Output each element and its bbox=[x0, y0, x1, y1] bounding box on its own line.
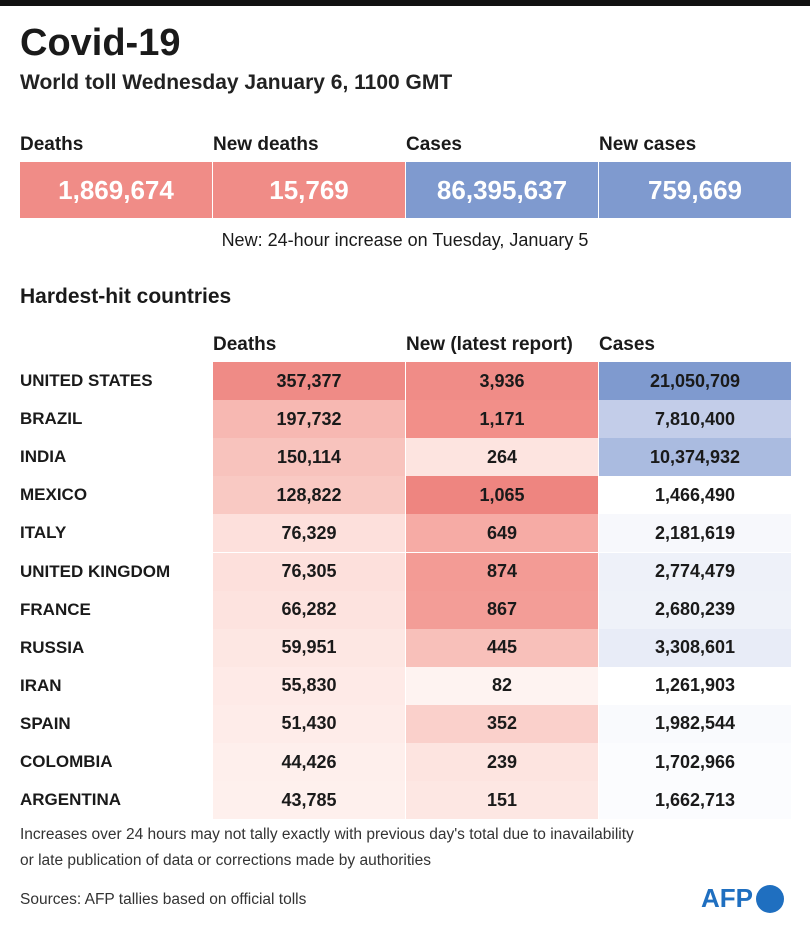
country-name: UNITED STATES bbox=[20, 371, 153, 391]
table-cell: 2,774,479 bbox=[599, 552, 791, 591]
summary-label: Cases bbox=[406, 134, 462, 155]
logo-dot bbox=[756, 884, 784, 913]
table-cell: 44,426 bbox=[213, 743, 405, 782]
summary-value: 86,395,637 bbox=[406, 162, 598, 218]
table-cell: 1,982,544 bbox=[599, 704, 791, 743]
title: Covid-19 bbox=[20, 22, 181, 64]
country-name: ITALY bbox=[20, 523, 67, 543]
table-cell: 445 bbox=[406, 628, 598, 667]
table-cell: 10,374,932 bbox=[599, 438, 791, 477]
country-name: FRANCE bbox=[20, 599, 91, 619]
table-cell: 649 bbox=[406, 514, 598, 553]
column-header: Deaths bbox=[213, 334, 277, 355]
summary-label: New deaths bbox=[213, 134, 319, 155]
table-cell: 1,065 bbox=[406, 476, 598, 515]
table-cell: 66,282 bbox=[213, 590, 405, 629]
table-cell: 76,329 bbox=[213, 514, 405, 553]
table-cell: 239 bbox=[406, 743, 598, 782]
summary-label: Deaths bbox=[20, 134, 84, 155]
summary-label: New cases bbox=[599, 134, 697, 155]
table-cell: 1,466,490 bbox=[599, 476, 791, 515]
country-name: BRAZIL bbox=[20, 409, 83, 429]
table-cell: 3,308,601 bbox=[599, 628, 791, 667]
table-cell: 197,732 bbox=[213, 400, 405, 439]
source: Sources: AFP tallies based on official t… bbox=[20, 891, 307, 908]
country-name: MEXICO bbox=[20, 485, 88, 505]
table-cell: 3,936 bbox=[406, 362, 598, 401]
table-cell: 867 bbox=[406, 590, 598, 629]
table-cell: 7,810,400 bbox=[599, 400, 791, 439]
table-cell: 2,181,619 bbox=[599, 514, 791, 553]
column-header: Cases bbox=[599, 334, 655, 355]
table-cell: 59,951 bbox=[213, 628, 405, 667]
table-title: Hardest-hit countries bbox=[20, 285, 232, 308]
logo: AFP bbox=[701, 883, 784, 914]
column-header: New (latest report) bbox=[406, 334, 573, 355]
table-cell: 76,305 bbox=[213, 552, 405, 591]
country-name: ARGENTINA bbox=[20, 790, 122, 810]
subtitle: World toll Wednesday January 6, 1100 GMT bbox=[20, 71, 453, 94]
country-name: UNITED KINGDOM bbox=[20, 561, 171, 581]
table-cell: 21,050,709 bbox=[599, 362, 791, 401]
summary-value: 759,669 bbox=[599, 162, 791, 218]
table-cell: 151 bbox=[406, 781, 598, 820]
summary-value: 1,869,674 bbox=[20, 162, 212, 218]
table-cell: 55,830 bbox=[213, 666, 405, 705]
summary-value: 15,769 bbox=[213, 162, 405, 218]
country-name: INDIA bbox=[20, 447, 67, 467]
table-cell: 1,702,966 bbox=[599, 743, 791, 782]
table-cell: 128,822 bbox=[213, 476, 405, 515]
table-cell: 264 bbox=[406, 438, 598, 477]
table-cell: 352 bbox=[406, 704, 598, 743]
summary-note: New: 24-hour increase on Tuesday, Januar… bbox=[221, 230, 589, 250]
country-name: SPAIN bbox=[20, 713, 71, 733]
table-cell: 2,680,239 bbox=[599, 590, 791, 629]
table-cell: 874 bbox=[406, 552, 598, 591]
top-bar bbox=[0, 0, 810, 6]
footnote: Increases over 24 hours may not tally ex… bbox=[20, 826, 634, 843]
table-cell: 1,171 bbox=[406, 400, 598, 439]
table-cell: 150,114 bbox=[213, 438, 405, 477]
table-cell: 1,662,713 bbox=[599, 781, 791, 820]
table-cell: 1,261,903 bbox=[599, 666, 791, 705]
country-name: COLOMBIA bbox=[20, 752, 113, 772]
table-cell: 357,377 bbox=[213, 362, 405, 401]
table-cell: 82 bbox=[406, 666, 598, 705]
country-name: IRAN bbox=[20, 675, 62, 695]
logo-text: AFP bbox=[701, 883, 753, 913]
table-cell: 43,785 bbox=[213, 781, 405, 820]
footnote: or late publication of data or correctio… bbox=[20, 852, 431, 869]
country-name: RUSSIA bbox=[20, 637, 85, 657]
table-cell: 51,430 bbox=[213, 704, 405, 743]
